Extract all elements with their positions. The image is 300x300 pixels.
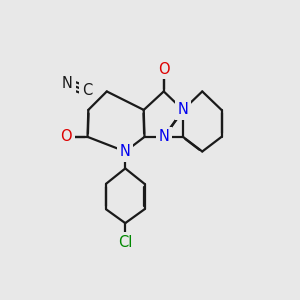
Text: N: N <box>158 129 169 144</box>
Text: N: N <box>62 76 73 91</box>
Text: C: C <box>82 83 92 98</box>
Text: O: O <box>60 129 72 144</box>
Text: Cl: Cl <box>118 235 132 250</box>
Text: N: N <box>120 144 131 159</box>
Text: O: O <box>158 61 170 76</box>
Text: N: N <box>178 102 188 117</box>
